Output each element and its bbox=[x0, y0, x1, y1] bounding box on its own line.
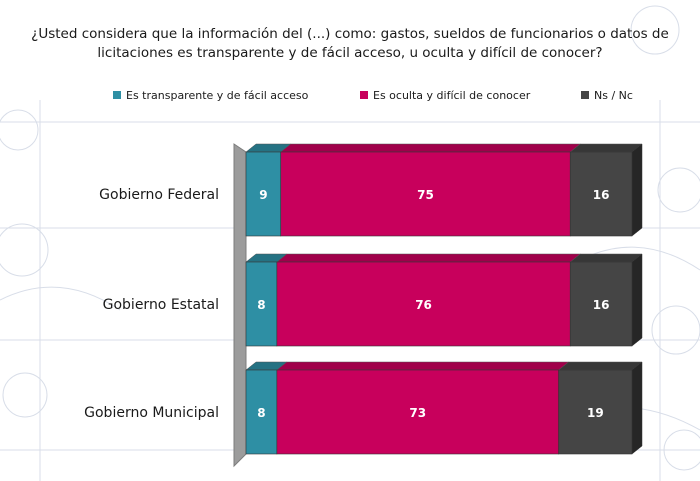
legend-item-oculta: Es oculta y difícil de conocer bbox=[360, 89, 530, 102]
bar-row: Gobierno Municipal 8 73 19 bbox=[84, 361, 643, 455]
bar-segment bbox=[280, 151, 571, 237]
legend-item-nsnc: Ns / Nc bbox=[581, 89, 633, 102]
bar-segment bbox=[558, 369, 633, 455]
bar-segment bbox=[569, 151, 633, 237]
bar-segment bbox=[569, 261, 633, 347]
data-label: 75 bbox=[417, 188, 434, 202]
chart-back-wall bbox=[233, 143, 247, 468]
data-label: 73 bbox=[409, 406, 426, 420]
category-label: Gobierno Estatal bbox=[103, 297, 219, 313]
legend: Es transparente y de fácil acceso Es ocu… bbox=[0, 89, 700, 103]
bar-segment-side bbox=[631, 253, 643, 347]
data-label: 16 bbox=[593, 188, 610, 202]
bar-segment bbox=[276, 369, 559, 455]
bar-segment-top bbox=[557, 361, 643, 371]
bar-segment-top bbox=[569, 253, 643, 263]
bar-segment-top bbox=[569, 143, 643, 153]
data-label: 8 bbox=[257, 298, 265, 312]
data-label: 8 bbox=[257, 406, 265, 420]
data-label: 76 bbox=[415, 298, 432, 312]
bar-segment-top bbox=[280, 143, 581, 153]
bar-segment-side bbox=[631, 361, 643, 455]
legend-label-transparente: Es transparente y de fácil acceso bbox=[126, 89, 309, 102]
data-label: 16 bbox=[593, 298, 610, 312]
data-label: 9 bbox=[259, 188, 267, 202]
legend-item-transparente: Es transparente y de fácil acceso bbox=[113, 89, 308, 102]
category-label: Gobierno Municipal bbox=[84, 405, 219, 421]
bar-segment bbox=[245, 261, 278, 347]
chart-title: ¿Usted considera que la información del … bbox=[31, 26, 669, 61]
legend-label-nsnc: Ns / Nc bbox=[594, 89, 633, 102]
bar-row: Gobierno Estatal 8 76 16 bbox=[103, 253, 643, 347]
bar-segment-top bbox=[276, 361, 570, 371]
bar-segment-top bbox=[276, 253, 581, 263]
bar-segment-side bbox=[631, 143, 643, 237]
legend-swatch-oculta bbox=[360, 91, 368, 99]
legend-swatch-transparente bbox=[113, 91, 121, 99]
legend-swatch-nsnc bbox=[581, 91, 589, 99]
bar-segment bbox=[245, 151, 282, 237]
bar-segment bbox=[276, 261, 571, 347]
data-label: 19 bbox=[587, 406, 604, 420]
bar-row: Gobierno Federal 9 75 16 bbox=[99, 143, 643, 237]
bar-segment bbox=[245, 369, 278, 455]
category-label: Gobierno Federal bbox=[99, 187, 219, 203]
legend-label-oculta: Es oculta y difícil de conocer bbox=[373, 89, 531, 102]
